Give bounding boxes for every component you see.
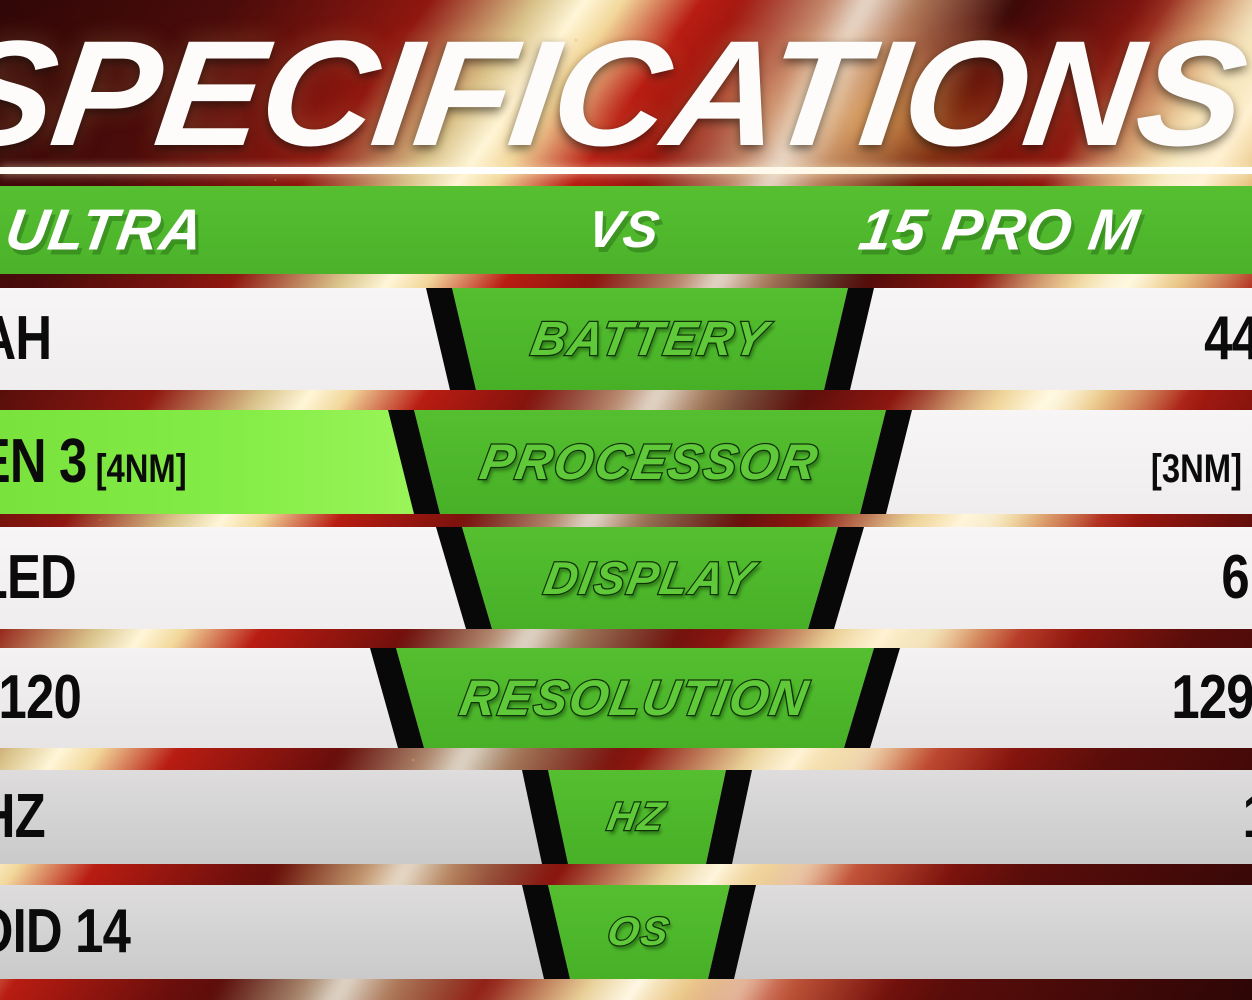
right-value-text: [3NM] A1 xyxy=(1150,431,1252,493)
left-value-subtext: [4NM] xyxy=(86,447,187,491)
spec-category-label: PROCESSOR xyxy=(475,433,825,492)
spec-row: OLED 6.7” DISPLAY xyxy=(0,527,1252,629)
right-device-value-cell: 6.7” xyxy=(782,527,1252,629)
right-value-main: 6.7” xyxy=(1221,543,1252,612)
spec-category-label: HZ xyxy=(603,793,671,840)
right-value-main: 1290X xyxy=(1171,663,1252,732)
right-value-text: 1-1 xyxy=(1243,786,1252,848)
category-trapezoid xyxy=(452,288,848,390)
right-device-value-cell: 4441 xyxy=(782,288,1252,390)
spec-category-cell: HZ xyxy=(514,770,760,864)
right-value-text: 6.7” xyxy=(1221,547,1252,609)
spec-category-cell: RESOLUTION xyxy=(362,648,908,748)
right-value-text: 1290X xyxy=(1171,667,1252,729)
spec-category-label: BATTERY xyxy=(526,311,774,367)
category-trapezoid xyxy=(414,410,886,514)
right-value-text: 4441 xyxy=(1204,308,1252,370)
left-device-value-cell: 0 HZ xyxy=(0,770,470,864)
right-device-value-cell: 1-1 xyxy=(782,770,1252,864)
spec-row: ROID 14 OS xyxy=(0,885,1252,979)
left-value-text: 0 HZ xyxy=(0,782,46,851)
spec-row: GEN 3 [4NM] [3NM] A1 PROCESSOR xyxy=(0,410,1252,514)
category-trapezoid xyxy=(396,648,874,748)
left-device-value-cell: OLED xyxy=(0,527,470,629)
category-trapezoid xyxy=(548,885,730,979)
spec-category-cell: DISPLAY xyxy=(428,527,872,629)
spec-row: MAH 4441 BATTERY xyxy=(0,288,1252,390)
right-device-value-cell: 1290X xyxy=(782,648,1252,748)
spec-category-cell: BATTERY xyxy=(418,288,882,390)
category-trapezoid xyxy=(548,770,726,864)
spec-row: X3120 1290X RESOLUTION xyxy=(0,648,1252,748)
spec-category-label: DISPLAY xyxy=(539,551,761,606)
right-value-main: A1 xyxy=(1251,427,1252,496)
page-title: SPECIFICATIONS xyxy=(0,9,1252,172)
left-device-value-cell: X3120 xyxy=(0,648,470,748)
left-device-value-cell: GEN 3 [4NM] xyxy=(0,410,470,514)
right-value-subtext: [3NM] xyxy=(1150,447,1251,491)
title-banner: SPECIFICATIONS xyxy=(0,0,1252,172)
header-left-device: 4 ULTRA xyxy=(0,197,209,263)
device-header-bar: 4 ULTRA VS 15 PRO M xyxy=(0,186,1252,274)
spec-category-label: RESOLUTION xyxy=(455,669,815,728)
header-versus-label: VS xyxy=(583,201,664,259)
left-device-value-cell: ROID 14 xyxy=(0,885,470,979)
left-value-text: GEN 3 [4NM] xyxy=(0,427,187,496)
spec-category-cell: OS xyxy=(514,885,764,979)
header-right-device: 15 PRO M xyxy=(854,197,1144,263)
left-value-text: ROID 14 xyxy=(0,897,131,966)
right-value-main: 1-1 xyxy=(1243,782,1252,851)
right-value-main: 4441 xyxy=(1204,304,1252,373)
category-trapezoid xyxy=(462,527,838,629)
title-underline-divider xyxy=(0,167,1252,174)
left-value-text: OLED xyxy=(0,543,77,612)
winner-highlight-left xyxy=(0,410,426,514)
right-device-value-cell: [3NM] A1 xyxy=(782,410,1252,514)
spec-row: 0 HZ 1-1 HZ xyxy=(0,770,1252,864)
spec-category-cell: PROCESSOR xyxy=(380,410,920,514)
right-device-value-cell xyxy=(782,885,1252,979)
left-value-text: X3120 xyxy=(0,663,82,732)
left-value-text: MAH xyxy=(0,304,52,373)
left-device-value-cell: MAH xyxy=(0,288,470,390)
spec-category-label: OS xyxy=(603,908,675,955)
